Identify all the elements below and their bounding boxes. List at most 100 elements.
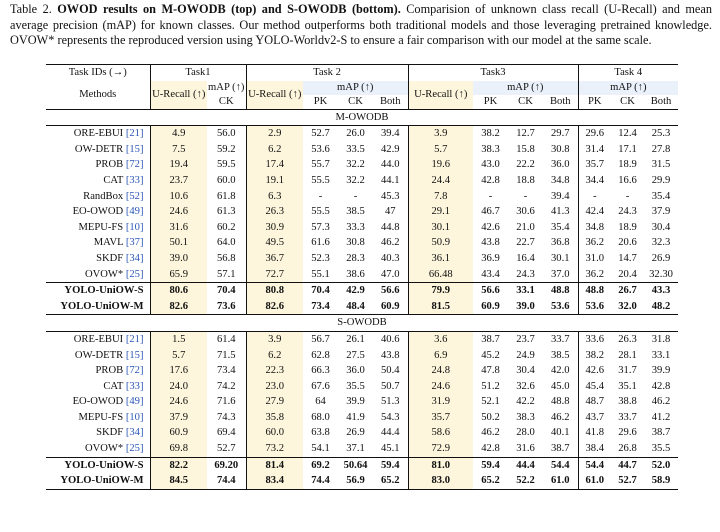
table-cell: 32.2 (346, 174, 365, 186)
citation-ref[interactable]: [33] (125, 380, 144, 392)
table-cell: 33.1 (651, 349, 671, 361)
citation-ref[interactable]: [21] (125, 333, 144, 345)
table-cell: 20.4 (618, 268, 637, 280)
citation-ref[interactable]: [72] (125, 159, 144, 171)
citation-ref[interactable]: [25] (125, 268, 144, 280)
table-cell: 17.1 (618, 143, 637, 155)
table-cell: 18.9 (618, 159, 637, 171)
table-cell: 55.1 (311, 268, 330, 280)
table-cell: 50.4 (373, 363, 409, 379)
table-row: CAT [33] 24.0 74.2 23.0 67.6 35.5 50.7 24.6 51.2… (46, 378, 678, 395)
table-cell: 43.3 (651, 285, 671, 297)
table-cell: 52.7 (311, 128, 330, 140)
table-cell: 48.8 (585, 285, 605, 297)
table-cell: 41.9 (346, 411, 365, 423)
citation-ref[interactable]: [15] (125, 143, 144, 155)
table-cell: 60.9 (373, 298, 409, 315)
table-cell: 56.0 (207, 125, 247, 142)
urecall-header: U-Recall (↑) (246, 80, 303, 110)
citation-ref[interactable]: [37] (125, 237, 144, 249)
table-cell: 40.6 (373, 331, 409, 348)
table-cell: 30.6 (516, 206, 535, 218)
table-cell: 5.7 (408, 141, 473, 158)
caption-bold: OWOD results on M-OWODB (top) and S-OWOD… (57, 2, 401, 16)
section-header-row: M-OWODB (46, 109, 679, 126)
table-cell: 36.2 (585, 268, 605, 280)
table-cell: 82.2 (150, 457, 207, 474)
table-cell: 60.9 (150, 425, 207, 442)
section-header-row: S-OWODB (46, 314, 679, 332)
table-cell: 81.5 (408, 298, 473, 315)
table-cell: 56.9 (346, 475, 365, 487)
table-cell: 30.9 (246, 219, 303, 236)
table-cell: 50.64 (343, 459, 368, 471)
method-label: CAT (103, 380, 124, 392)
table-cell: 29.7 (543, 125, 579, 142)
our-method-row: YOLO-UniOW-S 80.6 70.4 80.8 70.4 42.9 56.6 79.9… (46, 282, 678, 299)
table-cell: 57.3 (311, 221, 330, 233)
method-label: SKDF (96, 252, 124, 264)
table-cell: - (523, 190, 528, 202)
table-cell: 31.6 (150, 219, 207, 236)
table-cell: 44.8 (373, 219, 409, 236)
table-cell: 16.4 (516, 252, 535, 264)
table-cell: 50.7 (373, 378, 409, 395)
citation-ref[interactable]: [21] (125, 128, 144, 140)
table-cell: 43.0 (481, 159, 500, 171)
table-row: OVOW* [25] 69.8 52.7 73.2 54.1 37.1 45.1 72.9 42… (46, 441, 679, 458)
both-header: Both (373, 94, 409, 110)
table-cell: 17.4 (246, 157, 303, 173)
table-cell: 6.2 (246, 141, 303, 158)
table-cell: 61.3 (207, 204, 247, 220)
citation-ref[interactable]: [72] (125, 365, 144, 377)
table-cell: 30.4 (516, 365, 535, 377)
table-cell: 25.3 (651, 128, 671, 140)
citation-ref[interactable]: [49] (125, 206, 144, 218)
citation-ref[interactable]: [52] (125, 190, 144, 202)
table-cell: 4.9 (150, 125, 207, 142)
table-cell: 32.2 (346, 159, 365, 171)
map-header: mAP (↑) (473, 80, 579, 95)
task-ids-label: Task IDs (→) (46, 64, 151, 81)
table-caption: Table 2. OWOD results on M-OWODB (top) a… (10, 2, 712, 49)
table-cell: 5.7 (150, 347, 207, 364)
method-label: MEPU-FS (78, 221, 124, 233)
task-header-row: Task IDs (→) Task1 Task 2 Task3 Task 4 (46, 64, 679, 81)
table-cell: 18.9 (618, 221, 637, 233)
method-name: MEPU-FS [10] (46, 409, 151, 426)
method-label: PROB (95, 159, 124, 171)
table-cell: - (353, 190, 358, 202)
table-cell: - (625, 190, 630, 202)
table-cell: 33.5 (346, 143, 365, 155)
citation-ref[interactable]: [34] (125, 252, 144, 264)
citation-ref[interactable]: [25] (125, 443, 144, 455)
urecall-header: U-Recall (↑) (408, 80, 473, 110)
method-label: OVOW* (84, 443, 124, 455)
table-cell: 42.0 (543, 363, 579, 379)
table-cell: 48.8 (543, 394, 579, 410)
citation-ref[interactable]: [34] (125, 427, 144, 439)
table-cell: 40.3 (373, 250, 409, 267)
table-cell: 45.0 (543, 378, 579, 395)
methods-label: Methods (46, 80, 151, 110)
table-cell: 44.4 (516, 459, 535, 471)
table-cell: 59.5 (207, 157, 247, 173)
method-label: OW-DETR (74, 349, 124, 361)
table-cell: 45.3 (373, 188, 409, 205)
caption-text: Comparision of unknown class recall (U-R… (10, 2, 712, 48)
table-cell: 2.9 (246, 125, 303, 142)
table-cell: 32.0 (618, 300, 637, 312)
table-cell: 64 (315, 396, 326, 408)
citation-ref[interactable]: [49] (125, 396, 144, 408)
method-name: EO-OWOD [49] (46, 394, 151, 410)
table-cell: 50.9 (408, 235, 473, 251)
table-cell: 24.3 (516, 268, 535, 280)
table-cell: 7.5 (150, 141, 207, 158)
table-cell: 44.0 (373, 157, 409, 173)
method-label: YOLO-UniOW-M (60, 300, 144, 312)
citation-ref[interactable]: [33] (125, 174, 144, 186)
citation-ref[interactable]: [10] (125, 411, 144, 423)
section-title: S-OWODB (337, 317, 387, 329)
citation-ref[interactable]: [15] (125, 349, 144, 361)
citation-ref[interactable]: [10] (125, 221, 144, 233)
